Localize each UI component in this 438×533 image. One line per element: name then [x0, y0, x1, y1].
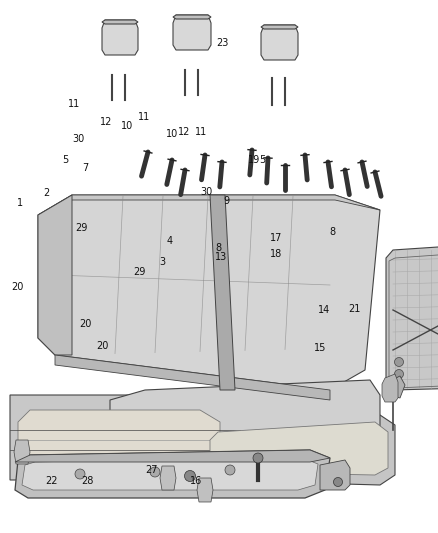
Text: 27: 27 [145, 465, 157, 475]
Polygon shape [102, 20, 138, 55]
Text: 5: 5 [260, 155, 266, 165]
Circle shape [395, 358, 403, 367]
Polygon shape [38, 195, 380, 390]
Polygon shape [15, 450, 330, 498]
Text: 2: 2 [43, 188, 49, 198]
Polygon shape [102, 20, 138, 24]
Text: 8: 8 [330, 227, 336, 237]
Text: 12: 12 [178, 127, 190, 137]
Polygon shape [14, 440, 30, 464]
Text: 12: 12 [100, 117, 112, 126]
Polygon shape [390, 376, 405, 398]
Text: 20: 20 [97, 342, 109, 351]
Text: 23: 23 [216, 38, 229, 47]
Text: 4: 4 [167, 236, 173, 246]
Polygon shape [173, 15, 211, 19]
Text: 30: 30 [72, 134, 84, 143]
Text: 8: 8 [215, 243, 221, 253]
Text: 3: 3 [159, 257, 165, 267]
Text: 20: 20 [11, 282, 24, 292]
Polygon shape [15, 450, 330, 462]
Polygon shape [38, 195, 380, 215]
Polygon shape [110, 380, 380, 450]
Text: 14: 14 [318, 305, 330, 315]
Circle shape [333, 478, 343, 487]
Circle shape [253, 453, 263, 463]
Polygon shape [386, 245, 438, 390]
Text: 13: 13 [215, 252, 227, 262]
Circle shape [225, 465, 235, 475]
Text: 7: 7 [82, 163, 88, 173]
Text: 21: 21 [349, 304, 361, 314]
Text: 17: 17 [270, 233, 282, 243]
Polygon shape [38, 195, 72, 355]
Polygon shape [197, 478, 213, 502]
Polygon shape [55, 355, 330, 400]
Circle shape [75, 469, 85, 479]
Text: 11: 11 [194, 127, 207, 137]
Text: 29: 29 [133, 267, 145, 277]
Text: 18: 18 [270, 249, 282, 259]
Text: 10: 10 [121, 122, 133, 131]
Circle shape [395, 369, 403, 378]
Text: 9: 9 [223, 196, 230, 206]
Text: 19: 19 [248, 155, 260, 165]
Polygon shape [210, 422, 388, 475]
Text: 29: 29 [75, 223, 87, 233]
Circle shape [184, 471, 195, 481]
Text: 1: 1 [17, 198, 23, 207]
Text: 10: 10 [166, 130, 178, 139]
Text: 28: 28 [81, 476, 94, 486]
Polygon shape [382, 374, 398, 402]
Text: 16: 16 [190, 476, 202, 486]
Polygon shape [160, 466, 176, 490]
Polygon shape [320, 460, 350, 490]
Polygon shape [22, 457, 318, 490]
Text: 5: 5 [62, 155, 68, 165]
Text: 20: 20 [79, 319, 92, 329]
Polygon shape [261, 25, 298, 60]
Polygon shape [18, 410, 220, 470]
Polygon shape [173, 15, 211, 50]
Text: 11: 11 [67, 99, 80, 109]
Polygon shape [10, 395, 240, 480]
Circle shape [150, 467, 160, 477]
Text: 22: 22 [46, 476, 58, 486]
Polygon shape [261, 25, 298, 29]
Text: 11: 11 [138, 112, 150, 122]
Text: 30: 30 [201, 187, 213, 197]
Polygon shape [200, 415, 395, 485]
Polygon shape [210, 195, 235, 390]
Text: 15: 15 [314, 343, 326, 352]
